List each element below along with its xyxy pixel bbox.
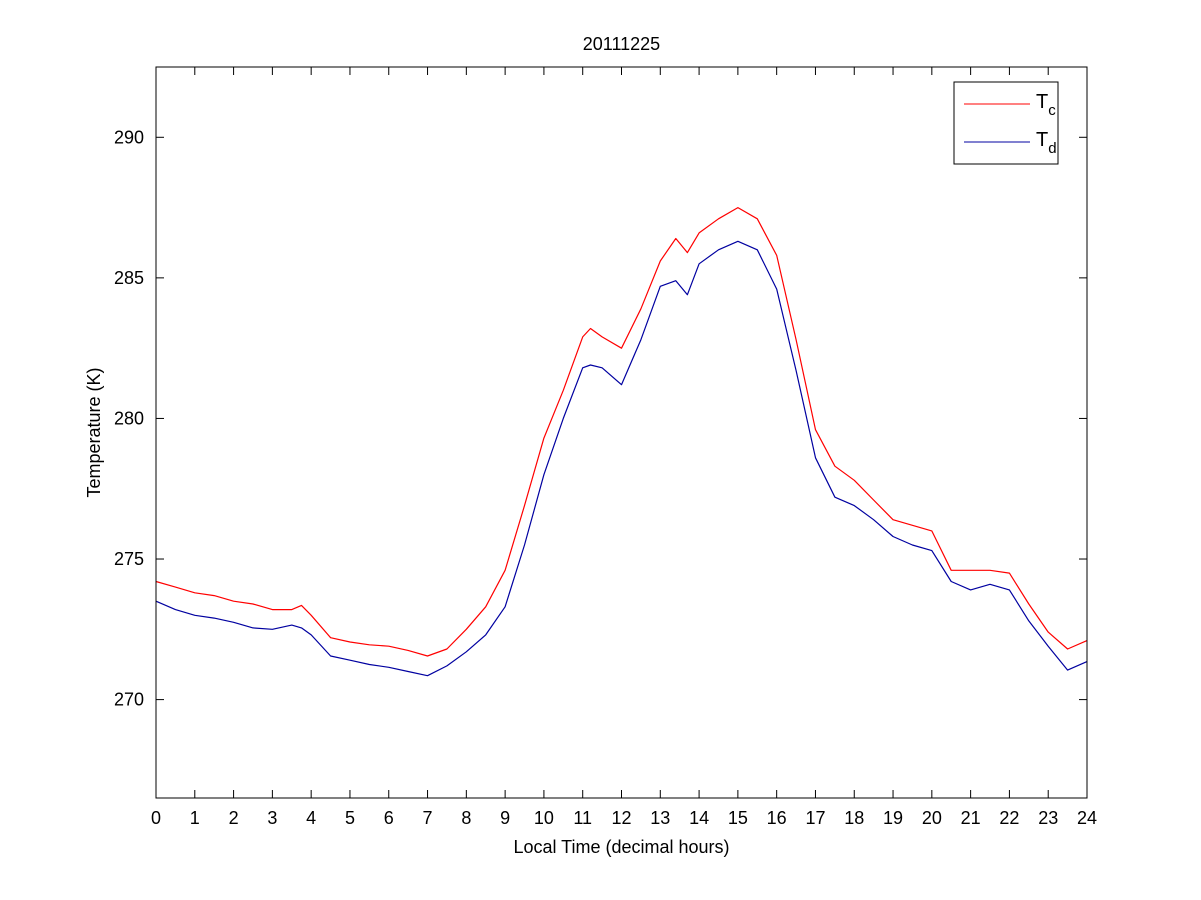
x-tick-label: 19 [883,808,903,828]
x-tick-label: 1 [190,808,200,828]
x-tick-label: 5 [345,808,355,828]
x-tick-label: 9 [500,808,510,828]
series-line-td [155,240,1088,677]
chart-title: 20111225 [583,34,660,54]
series-layer [155,207,1088,677]
x-tick-label: 8 [461,808,471,828]
x-tick-label: 15 [728,808,748,828]
legend-label-td-main: T [1036,129,1048,151]
legend-label-tc: Tc [1036,91,1056,119]
x-tick-label: 12 [611,808,631,828]
y-tick-label: 270 [114,690,144,710]
y-axis-title: Temperature (K) [84,367,104,497]
x-axis-title: Local Time (decimal hours) [513,837,729,857]
series-line-tc [155,207,1088,657]
x-tick-label: 23 [1038,808,1058,828]
x-tick-label: 16 [767,808,787,828]
x-tick-label: 14 [689,808,709,828]
x-tick-label: 10 [534,808,554,828]
x-tick-label: 2 [229,808,239,828]
x-tick-label: 24 [1077,808,1097,828]
x-tick-label: 13 [650,808,670,828]
y-tick-label: 290 [114,127,144,147]
legend-label-td-sub: d [1048,140,1056,157]
x-tick-label: 4 [306,808,316,828]
x-tick-label: 17 [805,808,825,828]
legend-label-td: Td [1036,129,1057,157]
x-tick-label: 3 [267,808,277,828]
x-tick-label: 0 [151,808,161,828]
legend-label-tc-sub: c [1048,102,1056,119]
y-tick-label: 285 [114,268,144,288]
legend-box [953,81,1059,165]
x-tick-label: 18 [844,808,864,828]
legend: Tc Td [953,81,1059,165]
x-tick-label: 20 [922,808,942,828]
legend-label-tc-main: T [1036,91,1048,113]
x-tick-label: 7 [423,808,433,828]
x-tick-label: 22 [999,808,1019,828]
x-tick-label: 21 [961,808,981,828]
x-tick-label: 6 [384,808,394,828]
y-tick-label: 275 [114,549,144,569]
ticks-layer: 0 1 2 3 4 5 6 7 8 9 10 11 12 13 14 15 16 17 18 19 20 21 22 23 24… [114,67,1097,828]
y-tick-label: 280 [114,408,144,428]
x-tick-label: 11 [573,808,592,828]
